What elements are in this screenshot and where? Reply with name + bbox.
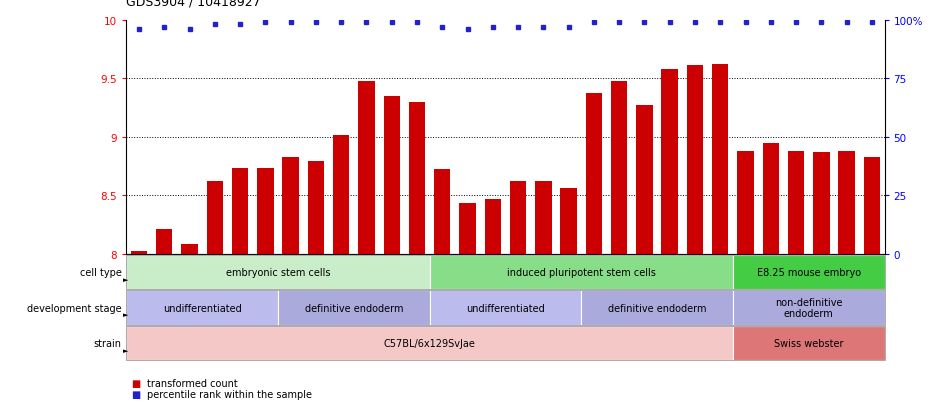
Text: induced pluripotent stem cells: induced pluripotent stem cells [506, 267, 656, 278]
Bar [308, 162, 324, 254]
Bar [738, 151, 753, 254]
Text: embryonic stem cells: embryonic stem cells [226, 267, 330, 278]
Text: non-definitive
endoderm: non-definitive endoderm [775, 297, 842, 319]
Bar [813, 152, 829, 254]
Text: Swiss webster: Swiss webster [774, 338, 843, 349]
Bar [460, 204, 475, 254]
Bar [156, 230, 172, 254]
Bar [485, 199, 501, 254]
Text: ►: ► [123, 347, 128, 353]
Bar [358, 81, 374, 254]
Text: development stage: development stage [27, 303, 122, 313]
Bar [333, 136, 349, 254]
Text: transformed count: transformed count [147, 378, 238, 388]
Text: cell type: cell type [80, 267, 122, 278]
Text: definitive endoderm: definitive endoderm [304, 303, 403, 313]
Bar [232, 169, 248, 254]
Bar [131, 252, 147, 254]
Text: strain: strain [94, 338, 122, 349]
Text: C57BL/6x129SvJae: C57BL/6x129SvJae [384, 338, 475, 349]
Bar [788, 151, 804, 254]
Bar [839, 151, 855, 254]
Text: undifferentiated: undifferentiated [466, 303, 545, 313]
Bar [182, 244, 197, 254]
Bar [283, 157, 299, 254]
Bar [384, 97, 400, 254]
Text: GDS3904 / 10418927: GDS3904 / 10418927 [126, 0, 261, 8]
Bar [510, 182, 526, 254]
Bar [586, 94, 602, 254]
Text: undifferentiated: undifferentiated [163, 303, 241, 313]
Text: percentile rank within the sample: percentile rank within the sample [147, 389, 312, 399]
Text: ■: ■ [131, 378, 140, 388]
Bar [535, 182, 551, 254]
Bar [636, 106, 652, 254]
Bar [257, 169, 273, 254]
Bar [409, 102, 425, 254]
Bar [611, 81, 627, 254]
Bar [207, 182, 223, 254]
Bar [763, 143, 779, 254]
Bar [561, 189, 577, 254]
Bar [434, 170, 450, 254]
Bar [662, 70, 678, 254]
Bar [687, 66, 703, 254]
Bar [712, 65, 728, 254]
Text: ►: ► [123, 312, 128, 318]
Text: ►: ► [123, 276, 128, 282]
Text: E8.25 mouse embryo: E8.25 mouse embryo [756, 267, 861, 278]
Text: definitive endoderm: definitive endoderm [607, 303, 707, 313]
Bar [864, 157, 880, 254]
Text: ■: ■ [131, 389, 140, 399]
